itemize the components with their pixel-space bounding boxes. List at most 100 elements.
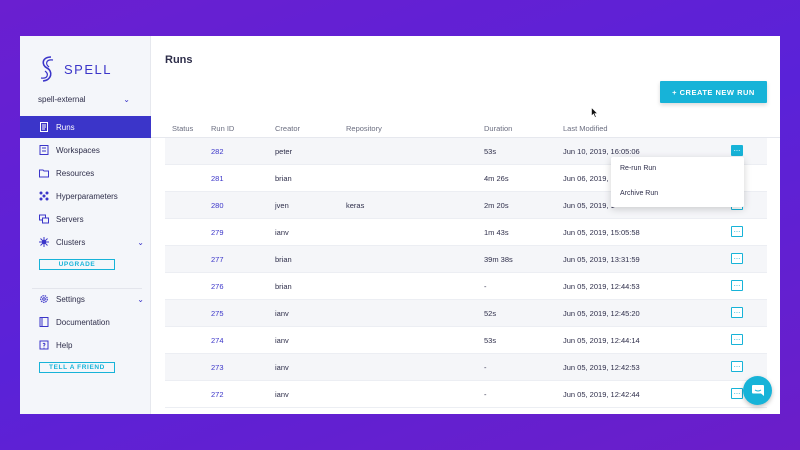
duration-cell: 53s	[484, 336, 497, 345]
run-id-link[interactable]: 279	[211, 228, 224, 237]
sidebar-item-runs[interactable]: Runs	[20, 116, 151, 138]
sidebar-item-documentation[interactable]: Documentation	[20, 311, 151, 333]
sidebar-item-label: Servers	[56, 214, 84, 224]
sidebar: SPELL spell-external ⌄ Runs Workspaces R…	[20, 36, 151, 414]
row-more-button[interactable]: ...	[731, 307, 743, 318]
table-row[interactable]: 279 ianv 1m 43s Jun 05, 2019, 15:05:58 .…	[165, 219, 767, 246]
sidebar-item-servers[interactable]: Servers	[20, 208, 151, 230]
duration-cell: -	[484, 390, 487, 399]
create-new-run-button[interactable]: + CREATE NEW RUN	[660, 81, 767, 103]
repository-cell: keras	[346, 201, 365, 210]
column-header-status[interactable]: Status	[172, 124, 194, 133]
last-modified-cell: Jun 05, 2019, 12:44:14	[563, 336, 640, 345]
row-more-button[interactable]: ...	[731, 253, 743, 264]
chevron-down-icon: ⌄	[137, 237, 144, 247]
sidebar-item-label: Settings	[56, 294, 85, 304]
run-id-link[interactable]: 275	[211, 309, 224, 318]
column-header-creator[interactable]: Creator	[275, 124, 301, 133]
run-id-link[interactable]: 282	[211, 147, 224, 156]
last-modified-cell: Jun 05, 2019, 13:31:59	[563, 255, 640, 264]
column-header-repository[interactable]: Repository	[346, 124, 382, 133]
main-content: Runs + CREATE NEW RUN Status Run ID Crea…	[151, 36, 780, 414]
creator-cell: peter	[275, 147, 293, 156]
row-more-button[interactable]: ...	[731, 145, 743, 156]
chevron-down-icon: ⌄	[123, 95, 130, 104]
row-more-button[interactable]: ...	[731, 334, 743, 345]
org-selector[interactable]: spell-external ⌄	[38, 95, 130, 104]
run-id-link[interactable]: 277	[211, 255, 224, 264]
last-modified-cell: Jun 05, 2019, 12:42:53	[563, 363, 640, 372]
row-action-menu: Re-run Run Archive Run	[611, 157, 744, 207]
sidebar-item-label: Runs	[56, 122, 75, 132]
sidebar-item-label: Resources	[56, 168, 95, 178]
org-name: spell-external	[38, 95, 86, 104]
server-icon	[39, 214, 49, 224]
creator-cell: ianv	[275, 363, 289, 372]
sidebar-item-help[interactable]: Help	[20, 334, 151, 356]
mouse-cursor-icon	[591, 107, 598, 118]
book-icon	[39, 317, 49, 327]
row-more-button[interactable]: ...	[731, 226, 743, 237]
creator-cell: brian	[275, 282, 292, 291]
sidebar-item-label: Help	[56, 340, 73, 350]
logo-text: SPELL	[64, 61, 112, 77]
duration-cell: -	[484, 282, 487, 291]
last-modified-cell: Jun 05, 2019, 1	[563, 201, 615, 210]
creator-cell: brian	[275, 174, 292, 183]
gear-icon	[39, 294, 49, 304]
creator-cell: ianv	[275, 336, 289, 345]
sidebar-item-hyperparameters[interactable]: Hyperparameters	[20, 185, 151, 207]
row-more-button[interactable]: ...	[731, 361, 743, 372]
sidebar-item-clusters[interactable]: Clusters ⌄	[20, 231, 151, 253]
creator-cell: brian	[275, 255, 292, 264]
spell-logo-icon	[40, 56, 54, 82]
run-id-link[interactable]: 274	[211, 336, 224, 345]
last-modified-cell: Jun 10, 2019, 16:05:06	[563, 147, 640, 156]
run-id-link[interactable]: 276	[211, 282, 224, 291]
sidebar-item-workspaces[interactable]: Workspaces	[20, 139, 151, 161]
run-id-link[interactable]: 272	[211, 390, 224, 399]
duration-cell: 52s	[484, 309, 497, 318]
last-modified-cell: Jun 05, 2019, 12:42:44	[563, 390, 640, 399]
sidebar-item-settings[interactable]: Settings ⌄	[20, 288, 151, 310]
chat-button[interactable]	[743, 376, 772, 405]
table-row[interactable]: 277 brian 39m 38s Jun 05, 2019, 13:31:59…	[165, 246, 767, 273]
creator-cell: jven	[275, 201, 289, 210]
run-id-link[interactable]: 280	[211, 201, 224, 210]
duration-cell: 53s	[484, 147, 497, 156]
document-icon	[39, 122, 49, 132]
archive-run-menu-item[interactable]: Archive Run	[620, 190, 659, 197]
table-row[interactable]: 272 ianv - Jun 05, 2019, 12:42:44 ...	[165, 381, 767, 408]
run-id-link[interactable]: 281	[211, 174, 224, 183]
sidebar-item-label: Clusters	[56, 237, 86, 247]
table-row[interactable]: 275 ianv 52s Jun 05, 2019, 12:45:20 ...	[165, 300, 767, 327]
table-row[interactable]: 273 ianv - Jun 05, 2019, 12:42:53 ...	[165, 354, 767, 381]
duration-cell: 4m 26s	[484, 174, 509, 183]
row-more-button[interactable]: ...	[731, 280, 743, 291]
creator-cell: ianv	[275, 309, 289, 318]
logo[interactable]: SPELL	[38, 54, 112, 84]
upgrade-button[interactable]: UPGRADE	[39, 259, 115, 270]
duration-cell: 1m 43s	[484, 228, 509, 237]
column-header-run-id[interactable]: Run ID	[211, 124, 235, 133]
sidebar-divider	[32, 288, 142, 289]
tell-a-friend-button[interactable]: TELL A FRIEND	[39, 362, 115, 373]
page-title: Runs	[165, 54, 193, 66]
chat-icon	[751, 385, 764, 396]
chevron-down-icon: ⌄	[137, 294, 144, 304]
sidebar-item-resources[interactable]: Resources	[20, 162, 151, 184]
table-row[interactable]: 276 brian - Jun 05, 2019, 12:44:53 ...	[165, 273, 767, 300]
run-id-link[interactable]: 273	[211, 363, 224, 372]
rerun-run-menu-item[interactable]: Re-run Run	[620, 165, 657, 172]
sidebar-item-label: Workspaces	[56, 145, 100, 155]
sidebar-item-label: Documentation	[56, 317, 110, 327]
last-modified-cell: Jun 05, 2019, 12:45:20	[563, 309, 640, 318]
hyperparameter-icon	[39, 191, 49, 201]
row-more-button[interactable]: ...	[731, 388, 743, 399]
table-row[interactable]: 274 ianv 53s Jun 05, 2019, 12:44:14 ...	[165, 327, 767, 354]
column-header-duration[interactable]: Duration	[484, 124, 513, 133]
column-header-last-modified[interactable]: Last Modified	[563, 124, 608, 133]
creator-cell: ianv	[275, 228, 289, 237]
sidebar-item-label: Hyperparameters	[56, 191, 118, 201]
app-window: SPELL spell-external ⌄ Runs Workspaces R…	[20, 36, 780, 414]
